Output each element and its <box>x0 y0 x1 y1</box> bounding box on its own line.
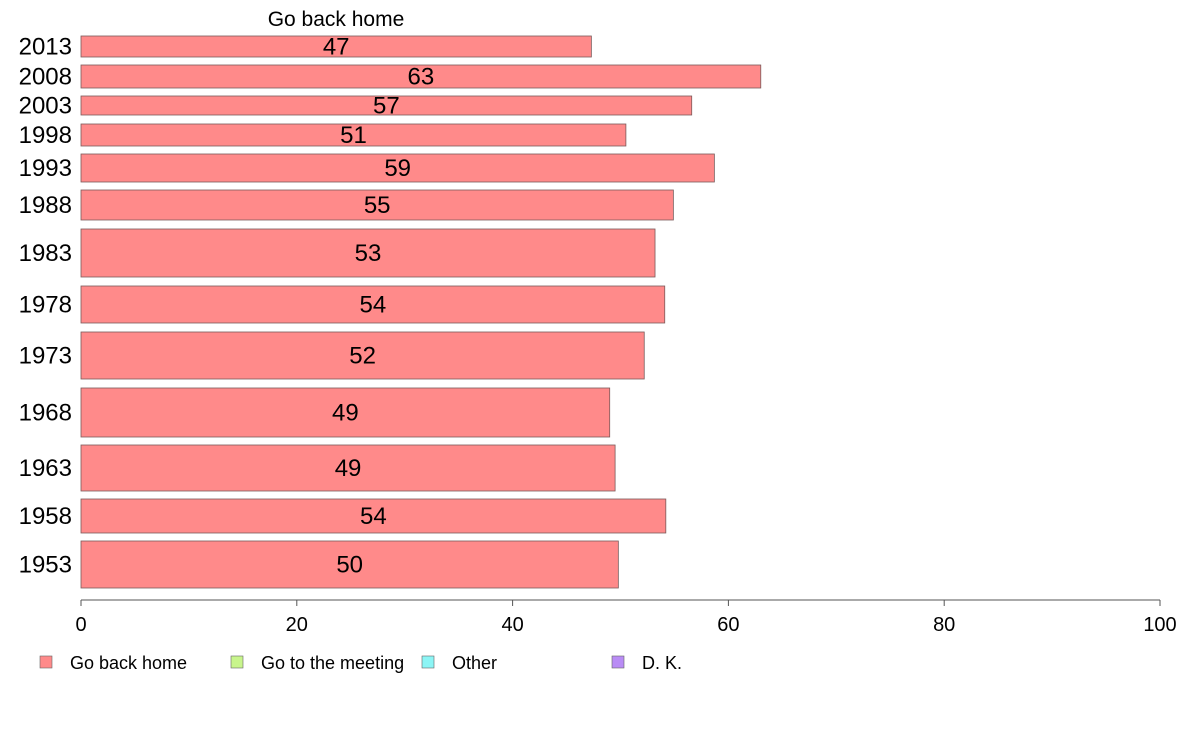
bar-value-label-2008: 63 <box>408 64 435 91</box>
x-tick-label-20: 20 <box>286 614 308 636</box>
bar-1978 <box>80 285 666 324</box>
x-tick-label-80: 80 <box>933 614 955 636</box>
year-label-1983: 1983 <box>19 240 72 267</box>
year-label-2008: 2008 <box>19 64 72 91</box>
bar-1983 <box>80 228 656 278</box>
legend-swatch-d-k <box>611 655 625 669</box>
x-tick-label-0: 0 <box>75 614 86 636</box>
legend-label-d-k: D. K. <box>642 653 682 673</box>
bar-1973 <box>80 331 645 380</box>
year-label-1993: 1993 <box>19 155 72 182</box>
x-axis: 0 20 40 60 80 100 <box>75 599 1177 636</box>
bar-value-label-1968: 49 <box>332 400 359 427</box>
bar-value-label-2003: 57 <box>373 93 400 120</box>
legend: Go back home Go to the meeting Other D. K. <box>39 653 682 673</box>
legend-label-other: Other <box>452 653 497 673</box>
bar-value-label-1963: 49 <box>335 455 362 482</box>
year-label-1963: 1963 <box>19 455 72 482</box>
bar-2008 <box>80 64 762 89</box>
year-label-2013: 2013 <box>19 34 72 61</box>
panel-title: Go back home <box>268 8 405 31</box>
bar-value-label-1998: 51 <box>340 122 367 149</box>
bar-value-label-1983: 53 <box>355 240 382 267</box>
legend-swatch-other <box>421 655 435 669</box>
legend-swatch-go-back-home <box>39 655 53 669</box>
bars: 2013 47 2008 63 2003 57 1998 51 1993 59 1988 55 1983… <box>19 34 762 589</box>
bar-value-label-2013: 47 <box>323 34 350 61</box>
bar-2003 <box>80 95 693 116</box>
year-label-2003: 2003 <box>19 93 72 120</box>
year-label-1998: 1998 <box>19 122 72 149</box>
bar-value-label-1993: 59 <box>384 155 411 182</box>
bar-1998 <box>80 123 627 147</box>
bar-1993 <box>80 153 715 183</box>
x-tick-label-60: 60 <box>717 614 739 636</box>
legend-label-go-to-the-meeting: Go to the meeting <box>261 653 404 673</box>
bar-1963 <box>80 444 616 492</box>
year-label-1968: 1968 <box>19 400 72 427</box>
bar-1968 <box>80 387 611 438</box>
year-label-1978: 1978 <box>19 292 72 319</box>
year-label-1958: 1958 <box>19 503 72 530</box>
bar-2013 <box>80 35 592 58</box>
bar-value-label-1973: 52 <box>349 343 376 370</box>
x-tick-label-100: 100 <box>1143 614 1176 636</box>
bar-value-label-1958: 54 <box>360 503 387 530</box>
bar-value-label-1978: 54 <box>360 292 387 319</box>
bar-1988 <box>80 189 674 221</box>
legend-swatch-go-to-the-meeting <box>230 655 244 669</box>
bar-1953 <box>80 540 619 589</box>
legend-label-go-back-home: Go back home <box>70 653 187 673</box>
x-tick-label-40: 40 <box>501 614 523 636</box>
year-label-1973: 1973 <box>19 343 72 370</box>
year-label-1953: 1953 <box>19 552 72 579</box>
bar-value-label-1953: 50 <box>336 552 363 579</box>
bar-value-label-1988: 55 <box>364 192 391 219</box>
year-label-1988: 1988 <box>19 192 72 219</box>
bar-1958 <box>80 498 667 534</box>
